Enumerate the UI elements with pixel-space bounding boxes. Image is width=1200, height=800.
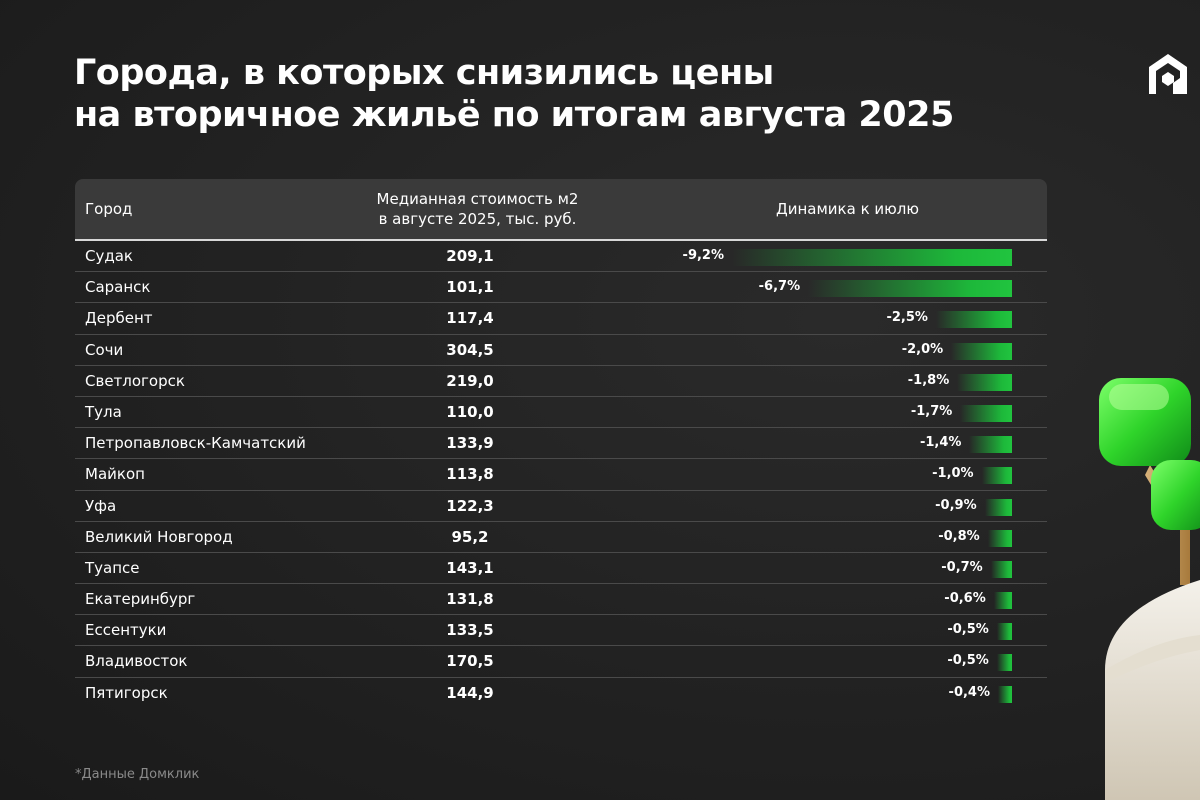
table-row: Екатеринбург 131,8 -0,6% — [75, 584, 1047, 616]
table-row: Дербент 117,4 -2,5% — [75, 303, 1047, 335]
city-cell: Светлогорск — [85, 371, 185, 390]
dynamics-label: -0,8% — [938, 528, 980, 544]
header-price-line-1: Медианная стоимость м2 — [376, 190, 579, 208]
table-row: Майкоп 113,8 -1,0% — [75, 459, 1047, 491]
domclick-house-icon — [1149, 54, 1187, 94]
header-price: Медианная стоимость м2 в августе 2025, т… — [345, 179, 610, 239]
table-header: Город Медианная стоимость м2 в августе 2… — [75, 179, 1047, 241]
dynamics-bar — [993, 592, 1012, 610]
city-cell: Туапсе — [85, 558, 140, 577]
table-row: Великий Новгород 95,2 -0,8% — [75, 522, 1047, 553]
dynamics-label: -1,7% — [910, 403, 953, 419]
city-cell: Ессентуки — [85, 621, 167, 640]
data-table: Город Медианная стоимость м2 в августе 2… — [75, 179, 1047, 709]
table-row: Судак 209,1 -9,2% — [75, 241, 1047, 273]
dynamics-label: -2,0% — [901, 341, 944, 357]
dynamics-bar — [998, 685, 1012, 703]
dynamics-bar — [957, 373, 1012, 391]
dynamics-bar — [990, 560, 1012, 578]
table-row: Пятигорск 144,9 -0,4% — [75, 678, 1047, 709]
dynamics-bar — [808, 280, 1012, 298]
dynamics-bar — [981, 467, 1012, 485]
decorative-plant-illustration — [1099, 378, 1200, 800]
dynamics-label: -6,7% — [758, 279, 801, 295]
dynamics-bar — [960, 404, 1012, 422]
price-cell: 143,1 — [446, 558, 494, 577]
dynamics-label: -9,2% — [682, 248, 724, 263]
dynamics-label: -0,6% — [944, 591, 986, 607]
table-row: Владивосток 170,5 -0,5% — [75, 646, 1047, 678]
price-cell: 101,1 — [446, 278, 494, 297]
price-cell: 110,0 — [446, 402, 494, 421]
price-cell: 113,8 — [446, 465, 494, 484]
city-cell: Владивосток — [85, 652, 188, 671]
price-cell: 133,9 — [446, 434, 494, 453]
price-cell: 122,3 — [446, 496, 494, 515]
dynamics-label: -0,9% — [935, 497, 977, 513]
city-cell: Сочи — [85, 340, 124, 359]
header-city: Город — [85, 200, 133, 218]
table-row: Тула 110,0 -1,7% — [75, 397, 1047, 429]
price-cell: 133,5 — [446, 621, 494, 640]
dynamics-bar — [935, 311, 1012, 329]
city-cell: Великий Новгород — [85, 527, 233, 546]
table-row: Сочи 304,5 -2,0% — [75, 335, 1047, 366]
city-cell: Тула — [85, 402, 122, 421]
table-row: Туапсе 143,1 -0,7% — [75, 553, 1047, 585]
city-cell: Екатеринбург — [85, 590, 196, 609]
price-cell: 144,9 — [446, 683, 494, 702]
page-title: Города, в которых снизились цены на втор… — [74, 52, 1074, 136]
dynamics-label: -0,4% — [948, 684, 990, 700]
table-row: Саранск 101,1 -6,7% — [75, 272, 1047, 304]
dynamics-bar — [984, 498, 1012, 516]
dynamics-bar — [987, 529, 1012, 547]
table-row: Ессентуки 133,5 -0,5% — [75, 615, 1047, 647]
header-dynamics: Динамика к июлю — [776, 200, 919, 218]
dynamics-bar — [951, 342, 1012, 360]
table-row: Петропавловск-Камчатский 133,9 -1,4% — [75, 428, 1047, 460]
table-row: Уфа 122,3 -0,9% — [75, 491, 1047, 522]
dynamics-bar — [969, 436, 1012, 454]
title-line-2: на вторичное жильё по итогам августа 202… — [74, 95, 954, 135]
price-cell: 219,0 — [446, 371, 494, 390]
price-cell: 304,5 — [446, 340, 494, 359]
city-cell: Петропавловск-Камчатский — [85, 434, 306, 453]
footnote: *Данные Домклик — [75, 767, 200, 782]
price-cell: 209,1 — [446, 247, 494, 265]
price-cell: 131,8 — [446, 590, 494, 609]
dynamics-bar — [732, 249, 1012, 266]
price-cell: 95,2 — [451, 527, 489, 546]
dynamics-label: -0,5% — [947, 622, 989, 638]
city-cell: Уфа — [85, 496, 117, 515]
city-cell: Дербент — [85, 309, 153, 328]
price-cell: 170,5 — [446, 652, 494, 671]
table-row: Светлогорск 219,0 -1,8% — [75, 366, 1047, 397]
price-cell: 117,4 — [446, 309, 494, 328]
dynamics-bar — [996, 654, 1012, 672]
city-cell: Майкоп — [85, 465, 145, 484]
dynamics-label: -1,0% — [932, 466, 974, 482]
dynamics-label: -0,5% — [947, 653, 989, 669]
city-cell: Судак — [85, 247, 133, 265]
dynamics-label: -1,8% — [907, 372, 950, 388]
dynamics-label: -2,5% — [886, 310, 928, 326]
city-cell: Пятигорск — [85, 683, 168, 702]
dynamics-label: -1,4% — [919, 435, 962, 451]
header-price-line-2: в августе 2025, тыс. руб. — [378, 210, 577, 228]
dynamics-bar — [996, 623, 1012, 641]
table-body: Судак 209,1 -9,2% Саранск 101,1 -6,7% Дербент 1… — [75, 241, 1047, 709]
title-line-1: Города, в которых снизились цены — [74, 53, 774, 93]
dynamics-label: -0,7% — [941, 559, 983, 575]
city-cell: Саранск — [85, 278, 151, 297]
